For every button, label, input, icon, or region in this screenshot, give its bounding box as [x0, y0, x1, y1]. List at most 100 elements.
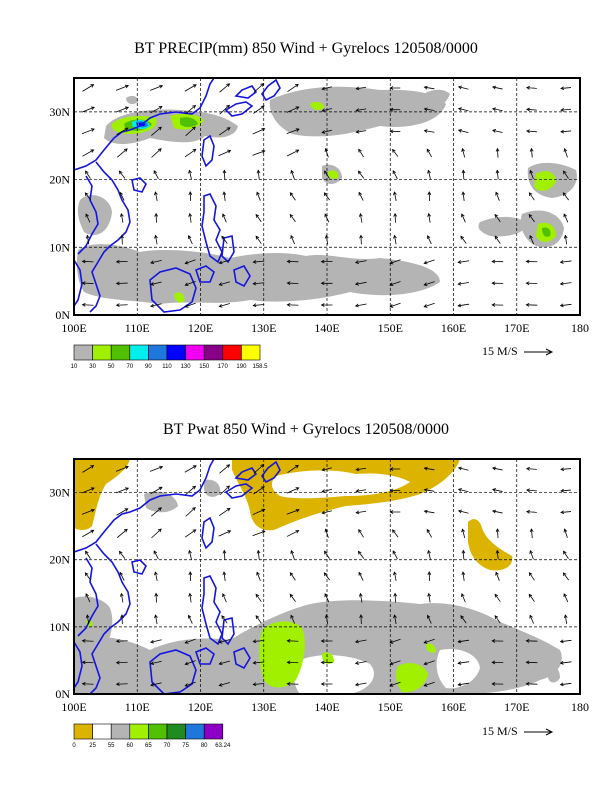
wind-vector [324, 593, 330, 603]
wind-vector [355, 129, 367, 134]
wind-vector [320, 281, 333, 286]
wind-vector [423, 302, 435, 308]
wind-vector [526, 129, 537, 134]
colorbar-label: 0 [72, 743, 76, 749]
wind-vector [256, 549, 261, 560]
wind-vector [494, 593, 501, 602]
colorbar-swatch [73, 723, 93, 740]
wind-vector [116, 528, 128, 538]
precip-colorbar: 10 30 50 70 90 110 130 150 170 190 158.5 [71, 344, 268, 370]
wind-vector [457, 281, 470, 286]
precip-map-lat-labels: 30N 20N 10N 0N [49, 105, 70, 322]
wind-vector [389, 467, 401, 471]
wind-vector [85, 550, 91, 559]
wind-vector [289, 572, 296, 581]
wind-vector [153, 550, 159, 560]
colorbar-swatch [166, 723, 186, 740]
wind-vector [218, 149, 232, 157]
wind-vector [218, 303, 230, 308]
wind-vector [461, 147, 466, 158]
wind-vector [461, 571, 466, 582]
wind-vector [321, 467, 332, 472]
wind-vector [392, 170, 398, 179]
wind-vector [423, 281, 435, 286]
wind-vector [184, 84, 197, 92]
lon-tick-label: 170E [504, 321, 529, 335]
wind-vector [219, 485, 230, 496]
wind-vector [151, 148, 162, 158]
wind-vector [528, 593, 535, 602]
wind-vector [494, 235, 501, 244]
colorbar-label: 50 [108, 364, 115, 370]
wind-vector [118, 550, 126, 559]
wind-vector [354, 639, 367, 644]
pwat-map-coastlines [74, 459, 281, 694]
wind-vector [389, 660, 401, 666]
wind-vector [290, 169, 295, 180]
wind-vector [154, 191, 158, 201]
colorbar-swatch [148, 723, 168, 740]
wind-vector [287, 83, 299, 93]
wind-vector [559, 281, 572, 286]
wind-vector [185, 485, 197, 495]
wind-vector [218, 281, 230, 286]
wind-vector [457, 260, 470, 264]
wind-vector [461, 549, 466, 560]
wind-vector [286, 530, 300, 537]
wind-vector [82, 149, 95, 157]
wind-vector [324, 528, 329, 538]
wind-vector [115, 84, 129, 91]
colorbar-swatch [92, 344, 112, 361]
precip-map-scale-arrow [524, 348, 554, 356]
wind-vector [389, 302, 401, 308]
wind-vector [423, 681, 435, 687]
wind-vector [563, 170, 569, 179]
wind-vector [457, 661, 470, 665]
wind-vector [461, 191, 466, 202]
wind-vector [218, 259, 230, 265]
wind-vector [427, 571, 432, 582]
wind-vector [116, 508, 129, 516]
lon-tick-label: 130E [251, 700, 276, 714]
wind-vector [184, 681, 196, 687]
pwat-map-frame [73, 458, 581, 695]
wind-vector [151, 507, 162, 517]
wind-vector [187, 614, 193, 624]
wind-vector [188, 592, 193, 603]
wind-vector [528, 192, 535, 201]
wind-vector [528, 213, 535, 223]
wind-vector [562, 192, 569, 201]
wind-vector [389, 488, 401, 493]
wind-vector [457, 303, 470, 308]
wind-vector [457, 509, 469, 514]
wind-vector [81, 638, 94, 643]
wind-vector [320, 660, 333, 665]
wind-vector [457, 488, 469, 493]
wind-vector [286, 106, 300, 113]
wind-vector [495, 571, 500, 581]
wind-vector [115, 660, 128, 665]
wind-vector [461, 169, 466, 180]
wind-vector [150, 259, 162, 265]
wind-vector [427, 169, 431, 180]
wind-vector [526, 509, 537, 514]
wind-vector [355, 108, 367, 112]
wind-vector [359, 614, 363, 625]
wind-vector [393, 212, 398, 223]
wind-vector [115, 281, 128, 286]
wind-vector [287, 464, 299, 474]
colorbar-swatch [203, 344, 224, 361]
wind-vector [150, 639, 162, 644]
wind-vector [529, 549, 534, 560]
wind-vector [358, 571, 364, 581]
wind-vector [354, 682, 367, 687]
pwat-map-scale-arrow [524, 728, 554, 736]
colorbar-swatch [129, 344, 149, 361]
wind-vector [358, 528, 364, 538]
wind-vector [115, 106, 129, 113]
wind-vector [84, 192, 92, 201]
wind-vector [457, 128, 469, 134]
wind-vector [492, 509, 503, 514]
wind-vector [222, 213, 227, 223]
